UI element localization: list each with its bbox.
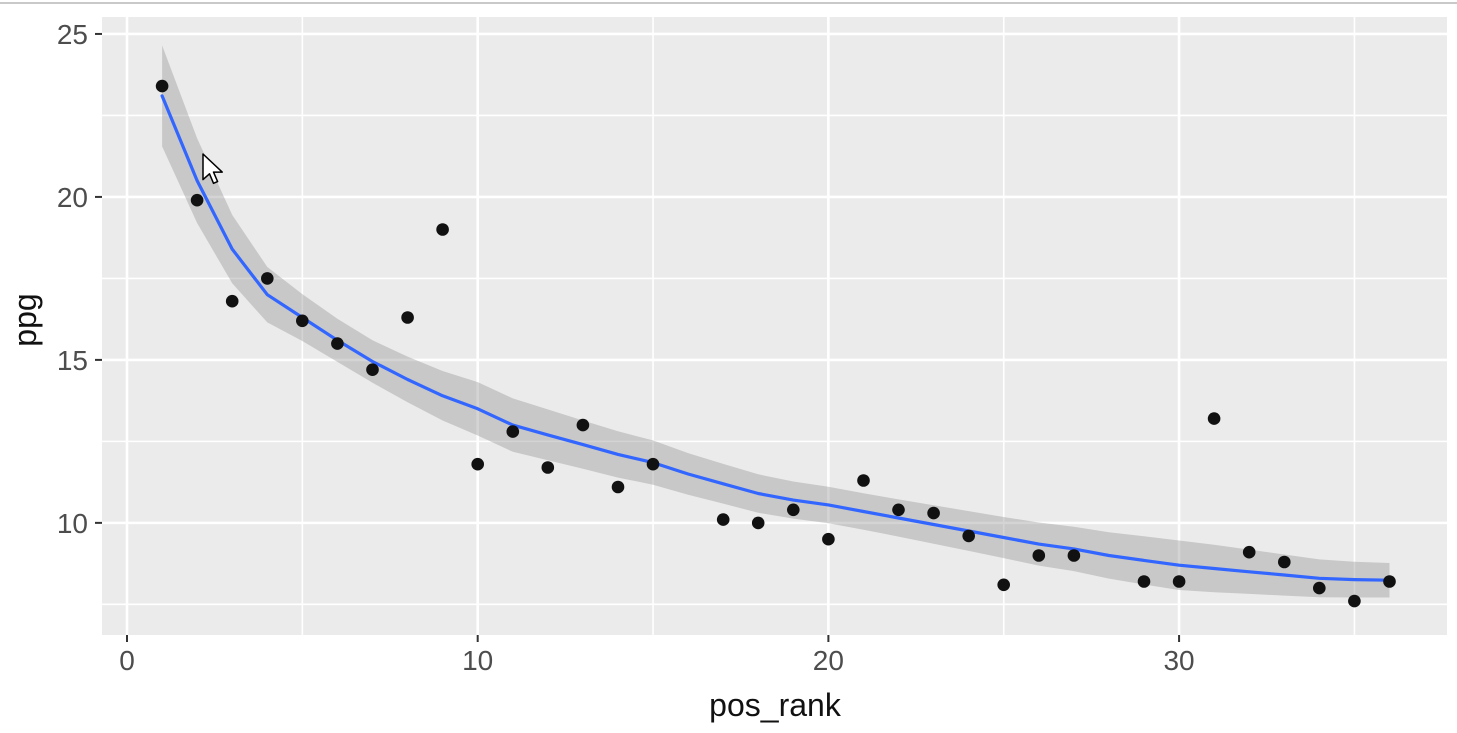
data-point (190, 193, 204, 207)
smooth-line-path (160, 94, 1392, 582)
data-point (1172, 575, 1186, 588)
y-axis-tick-labels: 25 20 15 10 (57, 19, 88, 539)
data-point (436, 223, 449, 236)
data-point (541, 461, 555, 474)
data-point (751, 516, 765, 530)
data-point (927, 506, 940, 520)
data-point (331, 337, 344, 350)
data-point (857, 474, 870, 487)
data-point (506, 425, 520, 438)
data-point (1067, 549, 1081, 562)
x-tick-label: 20 (813, 645, 844, 676)
data-point (296, 314, 309, 328)
data-point (892, 503, 905, 517)
x-axis-title: pos_rank (709, 687, 842, 723)
data-point (611, 480, 625, 494)
data-point (1278, 555, 1291, 569)
data-point (576, 418, 590, 432)
axis-tick-marks (95, 32, 1181, 642)
data-point (1348, 594, 1361, 608)
data-point (1383, 575, 1396, 588)
data-point (261, 272, 274, 285)
major-gridlines (102, 17, 1447, 635)
x-tick-label: 30 (1163, 645, 1194, 676)
data-points (155, 79, 1396, 608)
pane-top-border (0, 2, 1457, 4)
data-point (1313, 581, 1326, 595)
data-point (471, 457, 485, 471)
x-tick-label: 10 (462, 645, 493, 676)
plot-panel (102, 17, 1447, 635)
data-point (646, 457, 660, 471)
y-tick-label: 20 (57, 182, 88, 213)
data-point (225, 294, 239, 308)
confidence-ribbon (162, 45, 1390, 598)
x-tick-label: 0 (119, 645, 135, 676)
y-tick-label: 25 (57, 19, 88, 50)
data-point (155, 79, 169, 93)
ribbon-area (162, 45, 1390, 598)
data-point (716, 513, 730, 526)
y-tick-label: 10 (57, 508, 88, 539)
data-point (962, 529, 975, 543)
x-axis-tick-labels: 0 10 20 30 (119, 645, 1194, 676)
y-tick-label: 15 (57, 345, 88, 376)
y-axis-title: ppg (7, 293, 43, 346)
loess-smooth-line (160, 94, 1392, 582)
data-point (787, 503, 800, 517)
data-point (366, 363, 379, 377)
data-point (997, 578, 1010, 592)
data-point (1242, 545, 1256, 559)
data-point (1137, 575, 1151, 588)
data-point (401, 311, 414, 324)
data-point (1207, 412, 1221, 425)
minor-gridlines (102, 17, 1447, 635)
mouse-cursor-icon (202, 153, 223, 185)
data-point (822, 532, 835, 546)
data-point (1032, 549, 1046, 562)
